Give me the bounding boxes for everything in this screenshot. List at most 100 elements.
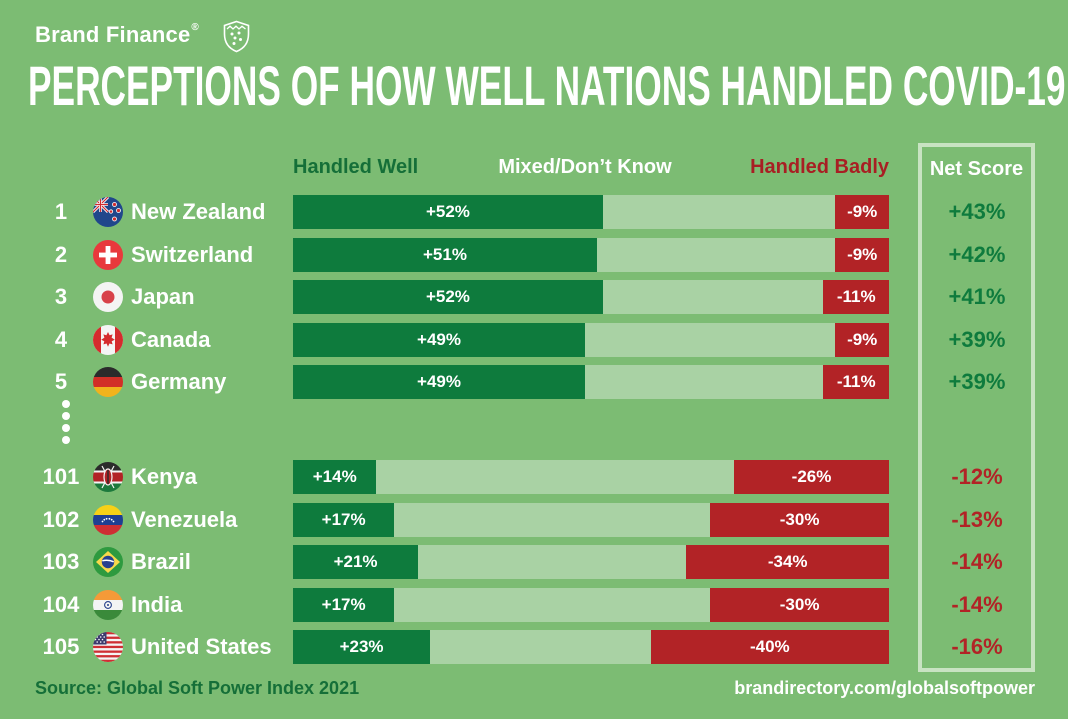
- flag-kenya-icon: [93, 462, 123, 492]
- bar-segment-mixed: [376, 460, 735, 494]
- table-row: 105 United States +23% -40% -16%: [0, 630, 1068, 664]
- country-label: Germany: [131, 369, 227, 394]
- bar-segment-well: +14%: [293, 460, 377, 494]
- net-score-panel: Net Score: [918, 143, 1035, 672]
- net-score-value: +41%: [948, 284, 1006, 309]
- column-header-handled-well: Handled Well: [293, 156, 419, 178]
- bar-segment-badly: -30%: [710, 503, 889, 537]
- rank-label: 2: [54, 242, 68, 267]
- bar-segment-badly: -9%: [835, 195, 889, 229]
- rank-label: 101: [42, 464, 80, 489]
- net-score-value: -14%: [951, 592, 1003, 617]
- brand-name: Brand Finance: [35, 22, 191, 47]
- well-value: +49%: [417, 330, 461, 349]
- net-score-header: Net Score: [929, 158, 1024, 180]
- flag-canada-icon: [93, 325, 123, 355]
- table-row: 102 Venezuela +17% -30% -13%: [0, 503, 1068, 537]
- net-score-value: +39%: [948, 369, 1006, 394]
- net-score-value: -13%: [951, 507, 1003, 532]
- flag-india-icon: [93, 590, 123, 620]
- column-header-handled-badly: Handled Badly: [750, 156, 889, 178]
- table-row: 1 New Zealand +52% -9% +43%: [0, 195, 1068, 229]
- bar-segment-mixed: [394, 503, 711, 537]
- ellipsis-dots: [62, 400, 70, 448]
- website-link[interactable]: brandirectory.com/globalsoftpower: [734, 678, 1035, 698]
- bar-segment-mixed: [602, 280, 824, 314]
- badly-value: -26%: [791, 467, 832, 486]
- rank-label: 1: [54, 199, 68, 224]
- rank-label: 105: [42, 634, 80, 659]
- rank-label: 103: [42, 549, 80, 574]
- well-value: +17%: [321, 595, 366, 614]
- flag-brazil-icon: [93, 547, 123, 577]
- registered-mark: ®: [191, 22, 199, 33]
- column-header-mixed: Mixed/Don’t Know: [498, 156, 672, 178]
- stacked-bar: +49% -9%: [293, 323, 889, 357]
- bar-segment-well: +49%: [293, 323, 586, 357]
- flag-new-zealand-icon: [93, 197, 123, 227]
- stacked-bar: +17% -30%: [293, 588, 889, 622]
- country-label: Brazil: [131, 549, 191, 574]
- well-value: +52%: [425, 202, 470, 221]
- bar-segment-well: +52%: [293, 280, 603, 314]
- country-label: New Zealand: [131, 199, 266, 224]
- country-label: Kenya: [131, 464, 198, 489]
- bar-segment-badly: -40%: [650, 630, 889, 664]
- rank-label: 104: [42, 592, 80, 617]
- badly-value: -34%: [767, 552, 808, 571]
- badly-value: -40%: [749, 637, 790, 656]
- bar-segment-well: +17%: [293, 503, 395, 537]
- page-title: PERCEPTIONS OF HOW WELL NATIONS HANDLED …: [28, 54, 1066, 117]
- table-row: 101 Kenya +14% -26% -12%: [0, 460, 1068, 494]
- bar-segment-mixed: [394, 588, 711, 622]
- badly-value: -11%: [836, 372, 876, 391]
- bar-segment-mixed: [418, 545, 687, 579]
- flag-japan-icon: [93, 282, 123, 312]
- table-row: 103 Brazil +21% -34% -14%: [0, 545, 1068, 579]
- bar-segment-mixed: [585, 323, 836, 357]
- bar-segment-badly: -34%: [686, 545, 889, 579]
- net-score-value: -14%: [951, 549, 1003, 574]
- net-score-value: -16%: [951, 634, 1003, 659]
- bar-segment-well: +23%: [293, 630, 431, 664]
- net-score-value: -12%: [951, 464, 1003, 489]
- well-value: +17%: [321, 510, 366, 529]
- badly-value: -30%: [779, 510, 820, 529]
- stacked-bar: +52% -11%: [293, 280, 889, 314]
- country-label: Venezuela: [131, 507, 238, 532]
- table-row: 2 Switzerland +51% -9% +42%: [0, 238, 1068, 272]
- well-value: +51%: [423, 245, 467, 264]
- badly-value: -9%: [847, 330, 878, 349]
- bar-segment-well: +21%: [293, 545, 419, 579]
- country-label: Canada: [131, 327, 211, 352]
- bar-segment-mixed: [596, 238, 836, 272]
- country-label: United States: [131, 634, 272, 659]
- table-row: 3 Japan +52% -11% +41%: [0, 280, 1068, 314]
- table-row: 104 India +17% -30% -14%: [0, 588, 1068, 622]
- country-label: Switzerland: [131, 242, 254, 267]
- rank-label: 3: [54, 284, 68, 309]
- flag-germany-icon: [93, 367, 123, 397]
- rank-label: 4: [54, 327, 68, 352]
- net-score-value: +43%: [948, 199, 1006, 224]
- country-label: Japan: [131, 284, 195, 309]
- bar-segment-badly: -11%: [823, 365, 889, 399]
- well-value: +23%: [339, 637, 384, 656]
- bar-segment-badly: -11%: [823, 280, 889, 314]
- bar-segment-badly: -9%: [835, 323, 889, 357]
- badly-value: -11%: [836, 287, 876, 306]
- rank-label: 5: [54, 369, 68, 394]
- flag-united-states-icon: [93, 632, 123, 662]
- stacked-bar: +52% -9%: [293, 195, 889, 229]
- bar-segment-mixed: [602, 195, 836, 229]
- flag-venezuela-icon: [93, 505, 123, 535]
- brand-logo: Brand Finance ®: [35, 20, 250, 53]
- well-value: +14%: [312, 467, 357, 486]
- bar-segment-badly: -26%: [734, 460, 889, 494]
- stacked-bar: +21% -34%: [293, 545, 889, 579]
- net-score-value: +39%: [948, 327, 1006, 352]
- bar-segment-well: +51%: [293, 238, 597, 272]
- bar-segment-mixed: [585, 365, 824, 399]
- table-row: 5 Germany +49% -11% +39%: [0, 365, 1068, 399]
- stacked-bar: +51% -9%: [293, 238, 889, 272]
